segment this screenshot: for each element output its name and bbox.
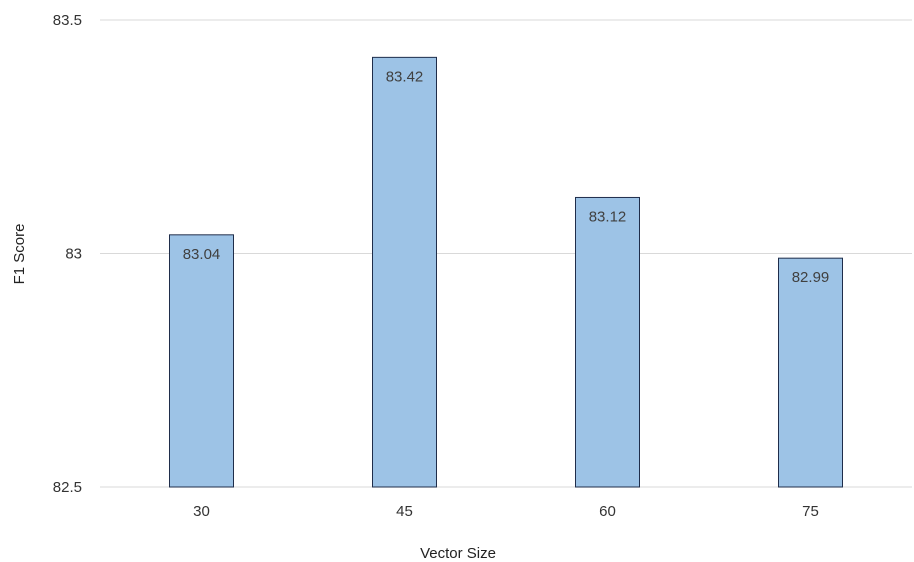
bar (575, 196, 640, 488)
bar (372, 56, 437, 488)
x-tick-label: 75 (802, 503, 819, 520)
bars-group (169, 56, 843, 488)
bar-data-label: 82.99 (792, 269, 830, 286)
bar (169, 234, 234, 488)
bar-data-label: 83.42 (386, 68, 424, 85)
bar-data-label: 83.12 (589, 208, 627, 225)
y-axis-title: F1 Score (11, 224, 28, 285)
y-tick-label: 82.5 (53, 479, 82, 496)
bar (778, 257, 843, 488)
y-tick-label: 83 (65, 246, 82, 263)
x-axis-title: Vector Size (420, 545, 496, 562)
x-axis-ticks: 30 45 60 75 (193, 503, 819, 520)
data-labels-group: 83.04 83.42 83.12 82.99 (183, 68, 830, 286)
gridlines (100, 19, 912, 488)
bar-data-label: 83.04 (183, 246, 221, 263)
x-tick-label: 30 (193, 503, 210, 520)
x-tick-label: 45 (396, 503, 413, 520)
x-tick-label: 60 (599, 503, 616, 520)
y-tick-label: 83.5 (53, 12, 82, 29)
y-axis-ticks: 82.5 83 83.5 (53, 12, 82, 496)
